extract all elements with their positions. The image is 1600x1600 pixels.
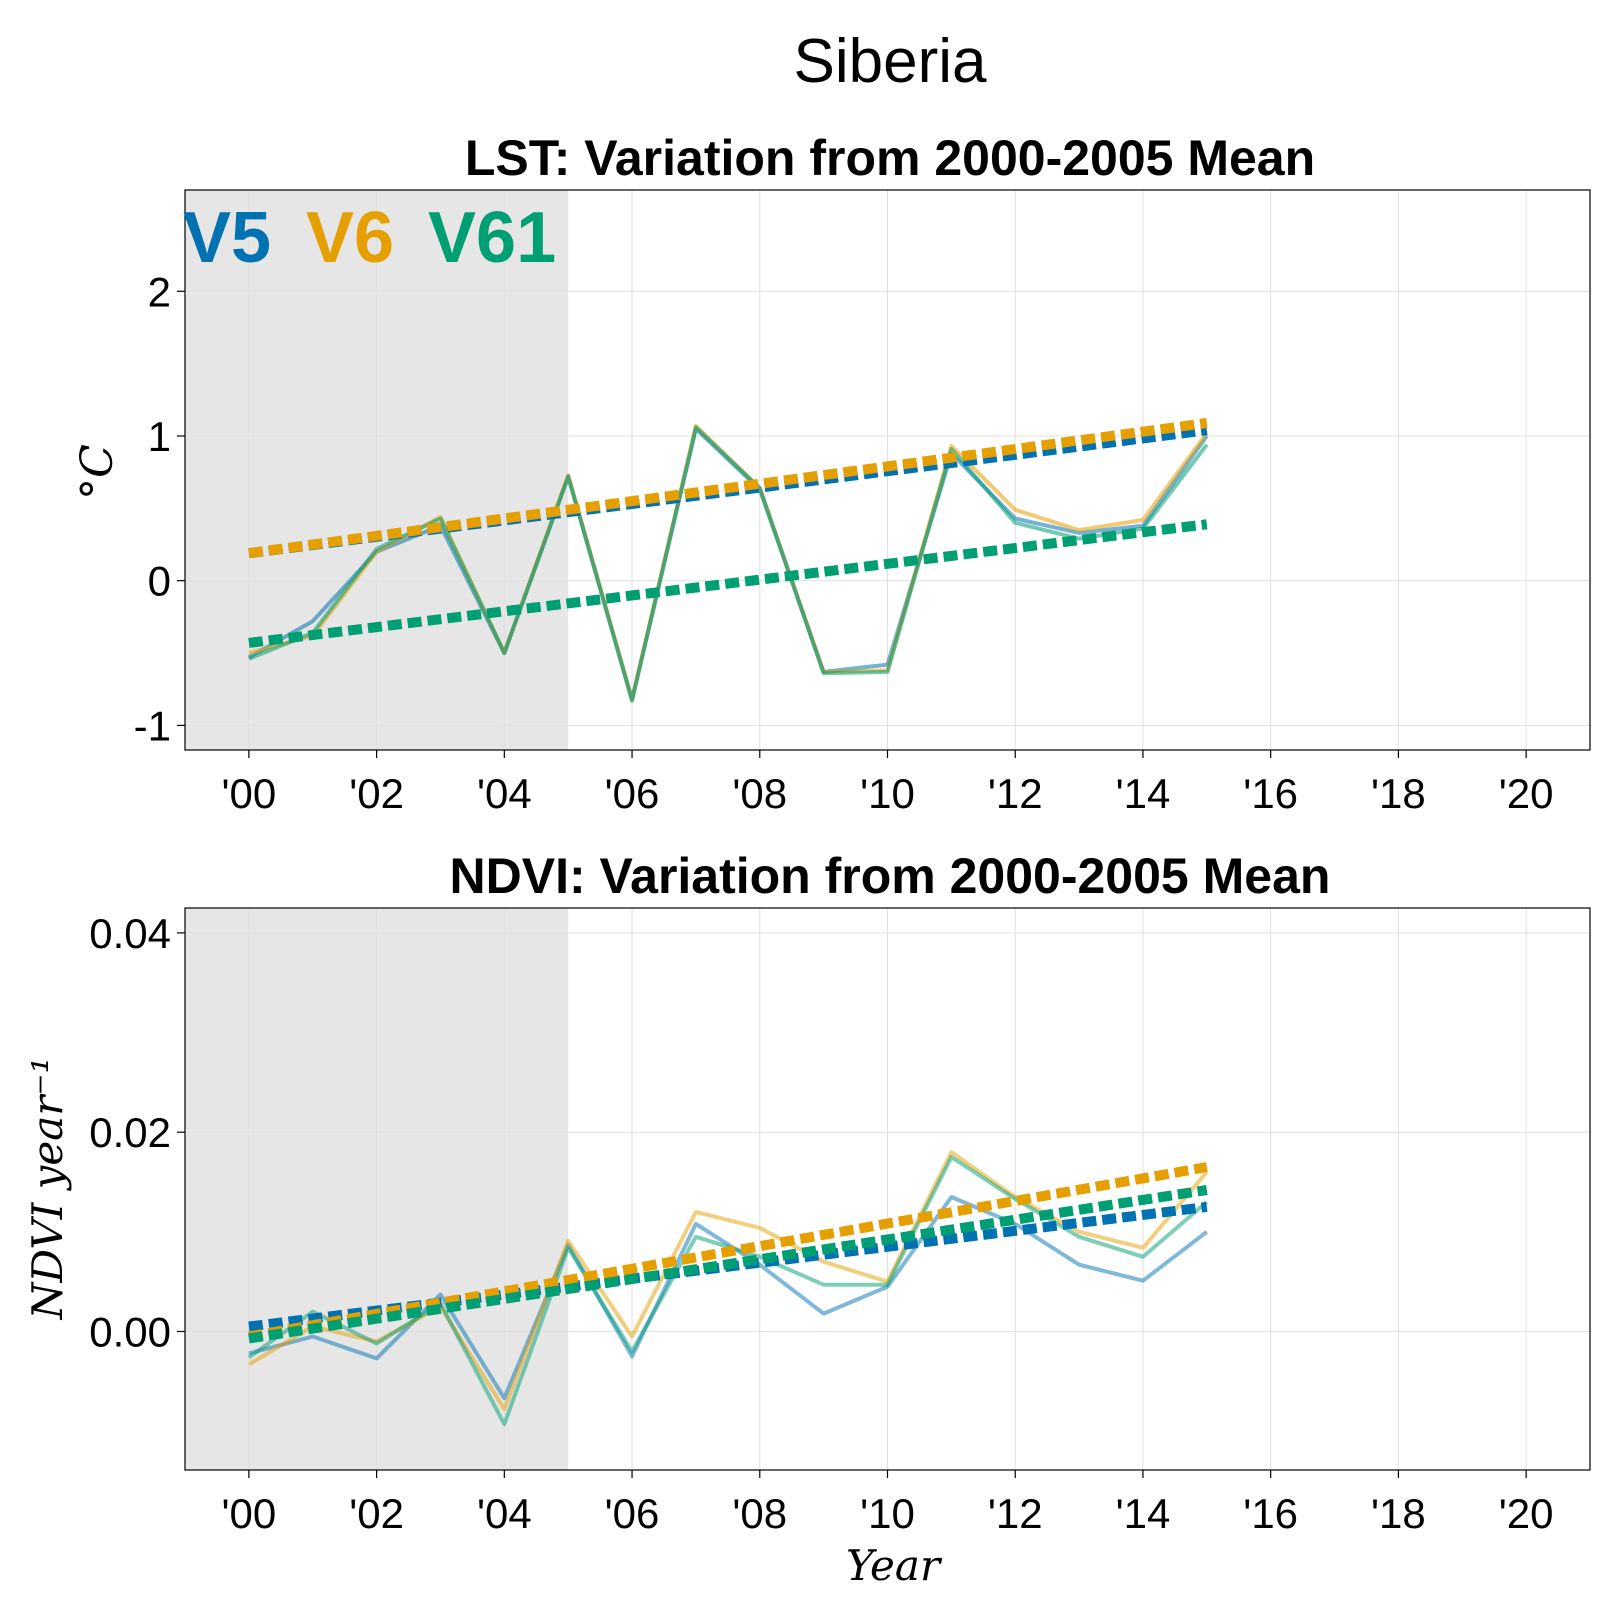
ndvi-ylabel: NDVI year⁻¹ bbox=[23, 1057, 72, 1321]
ndvi-trend-v61 bbox=[248, 1185, 1208, 1344]
lst-legend: V5 V6 V61 bbox=[183, 198, 556, 278]
lst-xtick-label: '16 bbox=[1243, 770, 1298, 817]
ndvi-xtick-label: '14 bbox=[1116, 1490, 1171, 1537]
legend-v6: V6 bbox=[306, 198, 394, 278]
ndvi-xtick-label: '10 bbox=[860, 1490, 915, 1537]
lst-xtick-label: '02 bbox=[349, 770, 404, 817]
lst-xtick-label: '12 bbox=[988, 770, 1043, 817]
ndvi-xtick-label: '08 bbox=[732, 1490, 787, 1537]
ndvi-xtick-label: '04 bbox=[477, 1490, 532, 1537]
ndvi-xtick-label: '00 bbox=[221, 1490, 276, 1537]
lst-series-group bbox=[247, 418, 1209, 703]
lst-ylabel: °C bbox=[72, 444, 123, 500]
ndvi-series-v5 bbox=[248, 1195, 1209, 1401]
lst-panel: '00 '02 '04 '06 '08 '10 '12 '14 '16 '18 '20 -1 0 1 2 L… bbox=[72, 130, 1591, 817]
ndvi-xtick-label: '18 bbox=[1371, 1490, 1426, 1537]
ndvi-ytick-label: 0.02 bbox=[89, 1109, 171, 1156]
lst-ytick-label: -1 bbox=[134, 702, 171, 749]
figure-title: Siberia bbox=[794, 27, 988, 96]
legend-v61: V61 bbox=[428, 198, 556, 278]
lst-xtick-label: '20 bbox=[1499, 770, 1554, 817]
lst-xtick-label: '14 bbox=[1116, 770, 1171, 817]
lst-xtick-label: '04 bbox=[477, 770, 532, 817]
ndvi-xtick-label: '06 bbox=[605, 1490, 660, 1537]
lst-xtick-label: '00 bbox=[221, 770, 276, 817]
lst-ytick-label: 2 bbox=[148, 268, 171, 315]
ndvi-xlabel: Year bbox=[846, 1541, 943, 1590]
legend-v5: V5 bbox=[183, 198, 271, 278]
ndvi-series-group bbox=[247, 1150, 1209, 1427]
ndvi-xtick-label: '20 bbox=[1499, 1490, 1554, 1537]
lst-ytick-label: 1 bbox=[148, 413, 171, 460]
lst-trend-v61 bbox=[248, 519, 1208, 648]
lst-xtick-label: '10 bbox=[860, 770, 915, 817]
lst-title: LST: Variation from 2000-2005 Mean bbox=[465, 130, 1315, 186]
ndvi-title: NDVI: Variation from 2000-2005 Mean bbox=[450, 848, 1331, 904]
ndvi-panel: '00 '02 '04 '06 '08 '10 '12 '14 '16 '18 '20 0.00 0.0… bbox=[23, 848, 1591, 1590]
lst-plot-area: '00 '02 '04 '06 '08 '10 '12 '14 '16 '18 '20 -1 0 1 2 bbox=[134, 189, 1591, 817]
lst-trend-v6 bbox=[248, 418, 1208, 559]
lst-xtick-label: '08 bbox=[732, 770, 787, 817]
ndvi-xtick-label: '12 bbox=[988, 1490, 1043, 1537]
ndvi-ytick-label: 0.00 bbox=[89, 1308, 171, 1355]
ndvi-ytick-label: 0.04 bbox=[89, 910, 171, 957]
ndvi-xtick-label: '16 bbox=[1243, 1490, 1298, 1537]
ndvi-trend-v6 bbox=[247, 1162, 1208, 1342]
lst-xtick-label: '06 bbox=[605, 770, 660, 817]
ndvi-xtick-label: '02 bbox=[349, 1490, 404, 1537]
ndvi-plot-area: '00 '02 '04 '06 '08 '10 '12 '14 '16 '18 '20 0.00 0.0… bbox=[89, 907, 1591, 1537]
lst-xtick-label: '18 bbox=[1371, 770, 1426, 817]
lst-ytick-label: 0 bbox=[148, 558, 171, 605]
